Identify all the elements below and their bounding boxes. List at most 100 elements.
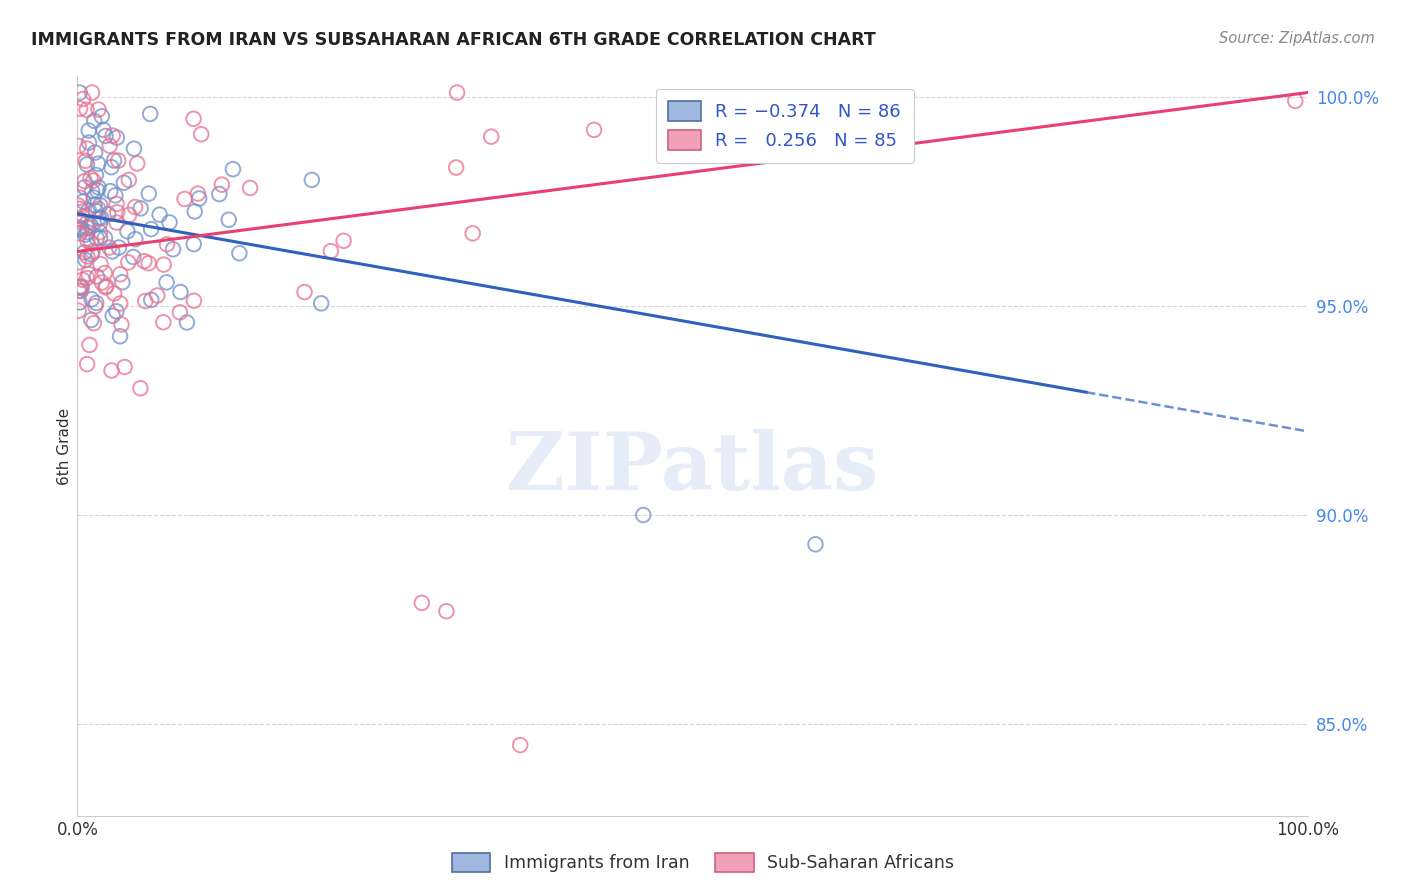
Point: [461, 227, 484, 241]
Point: [98, 138, 121, 153]
Point: [129, 202, 152, 216]
Point: [77, 203, 100, 218]
Point: [69, 227, 91, 241]
Point: [87, 211, 110, 225]
Point: [169, 305, 191, 319]
Point: [117, 255, 139, 269]
Text: Source: ZipAtlas.com: Source: ZipAtlas.com: [1219, 31, 1375, 46]
Point: [152, 258, 174, 272]
Point: [149, 208, 172, 222]
Point: [176, 316, 198, 330]
Point: [101, 309, 124, 323]
Point: [90, 211, 112, 225]
Point: [80, 313, 103, 327]
Point: [139, 222, 162, 236]
Point: [84, 168, 107, 182]
Point: [1284, 94, 1306, 108]
Point: [96, 279, 118, 293]
Point: [76, 357, 98, 371]
Point: [103, 153, 125, 168]
Point: [80, 219, 103, 233]
Point: [67, 139, 90, 153]
Point: [94, 280, 117, 294]
Point: [411, 596, 433, 610]
Point: [84, 203, 107, 218]
Point: [104, 188, 127, 202]
Point: [141, 293, 163, 307]
Point: [110, 296, 132, 310]
Point: [83, 316, 105, 330]
Point: [169, 285, 191, 299]
Point: [90, 276, 112, 290]
Point: [108, 241, 131, 255]
Point: [75, 227, 97, 242]
Point: [73, 180, 96, 194]
Point: [67, 284, 90, 298]
Point: [90, 109, 112, 123]
Point: [87, 180, 110, 194]
Point: [93, 266, 115, 280]
Point: [89, 198, 111, 212]
Point: [124, 232, 146, 246]
Point: [82, 173, 104, 187]
Point: [146, 288, 169, 302]
Point: [83, 190, 105, 204]
Point: [67, 303, 90, 318]
Point: [69, 102, 91, 116]
Point: [183, 112, 205, 126]
Point: [75, 252, 97, 267]
Point: [138, 256, 160, 270]
Point: [98, 184, 121, 198]
Point: [76, 271, 98, 285]
Point: [84, 145, 107, 160]
Point: [69, 280, 91, 294]
Point: [67, 202, 90, 216]
Point: [211, 178, 233, 192]
Point: [98, 241, 121, 255]
Point: [188, 192, 211, 206]
Point: [80, 235, 103, 249]
Point: [436, 604, 458, 618]
Point: [105, 215, 128, 229]
Point: [105, 205, 128, 219]
Point: [80, 292, 103, 306]
Point: [80, 184, 103, 198]
Point: [86, 231, 108, 245]
Point: [301, 173, 323, 187]
Point: [111, 275, 134, 289]
Point: [73, 245, 96, 260]
Point: [101, 128, 124, 143]
Point: [87, 103, 110, 117]
Point: [583, 123, 606, 137]
Point: [309, 296, 332, 310]
Point: [79, 171, 101, 186]
Point: [67, 199, 90, 213]
Point: [118, 208, 141, 222]
Point: [122, 250, 145, 264]
Point: [446, 86, 468, 100]
Point: [479, 129, 502, 144]
Point: [114, 359, 136, 374]
Point: [76, 157, 98, 171]
Point: [122, 142, 145, 156]
Point: [208, 187, 231, 202]
Point: [86, 269, 108, 284]
Point: [97, 207, 120, 221]
Point: [100, 160, 122, 174]
Point: [100, 363, 122, 377]
Point: [70, 284, 93, 298]
Text: ZIPatlas: ZIPatlas: [506, 429, 879, 508]
Point: [72, 92, 94, 106]
Point: [83, 113, 105, 128]
Point: [108, 329, 131, 343]
Point: [73, 174, 96, 188]
Point: [87, 157, 110, 171]
Point: [155, 276, 177, 290]
Point: [444, 161, 467, 175]
Point: [76, 225, 98, 239]
Point: [69, 86, 91, 100]
Point: [156, 237, 179, 252]
Point: [83, 198, 105, 212]
Point: [76, 220, 98, 235]
Point: [69, 279, 91, 293]
